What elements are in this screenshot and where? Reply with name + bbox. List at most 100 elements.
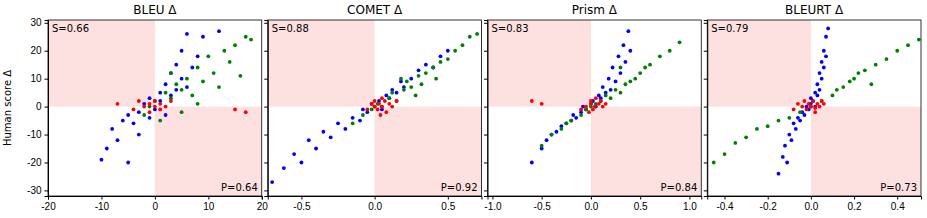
x-tick-mark [854,196,855,200]
y-tick [264,162,268,163]
x-tick: 0.0 [584,196,598,212]
point [796,102,800,106]
point [777,172,781,176]
point [439,60,443,64]
point [787,133,791,137]
series [530,96,608,114]
point [885,57,889,61]
x-axis: -0.4-0.20.00.20.4 [708,196,922,212]
point [824,54,828,58]
point [395,99,399,103]
point [594,105,598,109]
point [174,82,178,86]
point [917,38,921,42]
point [383,99,387,103]
point [822,49,826,53]
y-tick [704,51,708,52]
x-tick-mark [448,196,449,200]
point [446,57,450,61]
x-tick-label: 0.4 [891,201,905,212]
point [414,94,418,98]
point [446,49,450,53]
x-tick-label: -20 [41,201,56,212]
point [809,105,813,109]
series [792,99,826,114]
y-tick [264,23,268,24]
point [292,152,296,156]
series [116,99,248,114]
point [895,49,899,53]
point [370,102,374,106]
point [530,99,534,103]
point [805,107,809,111]
x-tick-label: 0.5 [634,201,648,212]
series [142,35,253,123]
y-tick-label: 30 [30,17,42,28]
y-tick-mark [484,79,488,80]
x-tick-label: 0.5 [441,201,455,212]
y-tick-mark [704,51,708,52]
point [624,82,628,86]
y-tick-mark [45,23,49,24]
y-tick-mark [45,190,49,191]
x-tick: -0.5 [534,196,552,212]
point [798,119,802,123]
y-tick-mark [264,107,268,108]
point [811,99,815,103]
point [196,66,200,70]
point [365,107,369,111]
y-tick-mark [484,135,488,136]
point [461,43,465,47]
x-tick-mark [375,196,376,200]
point [282,166,286,170]
point [201,35,205,39]
point [361,107,365,111]
y-tick-mark [264,162,268,163]
x-tick: 10 [203,196,215,212]
y-tick-mark [704,107,708,108]
y-tick [484,190,488,191]
point [626,29,630,33]
y-tick-mark [45,51,49,52]
panel: -1.0-0.50.00.51.0Prism ΔS=0.83P=0.84 [484,3,702,212]
point [409,85,413,89]
point [540,102,544,106]
point [712,161,716,165]
point [370,107,374,111]
point [800,105,804,109]
x-tick-mark [301,196,302,200]
annotation: P=0.64 [221,182,258,193]
quadrant-shade [591,107,701,196]
point [820,60,824,64]
x-axis-line [268,197,482,200]
point [835,88,839,92]
y-tick-mark [264,51,268,52]
point [377,102,381,106]
point [190,66,194,70]
x-tick: 0.0 [368,196,382,212]
point [453,49,457,53]
point [233,43,237,47]
y-tick-mark [45,107,49,108]
point [733,141,737,145]
point [116,102,120,106]
y-tick-mark [704,162,708,163]
point [869,82,873,86]
point [604,102,608,106]
point [373,105,377,109]
point [222,49,226,53]
y-tick-mark [484,51,488,52]
point [638,71,642,75]
point [628,80,632,84]
point [270,180,274,184]
x-axis: -0.5 0.0 0.5 [268,196,482,212]
point [569,119,573,123]
x-tick: -0.5 [293,196,311,212]
series [712,38,921,165]
point [619,91,623,95]
annotation: P=0.73 [880,182,917,193]
series [530,29,632,164]
point [848,80,852,84]
point [611,66,615,70]
point [545,138,549,142]
